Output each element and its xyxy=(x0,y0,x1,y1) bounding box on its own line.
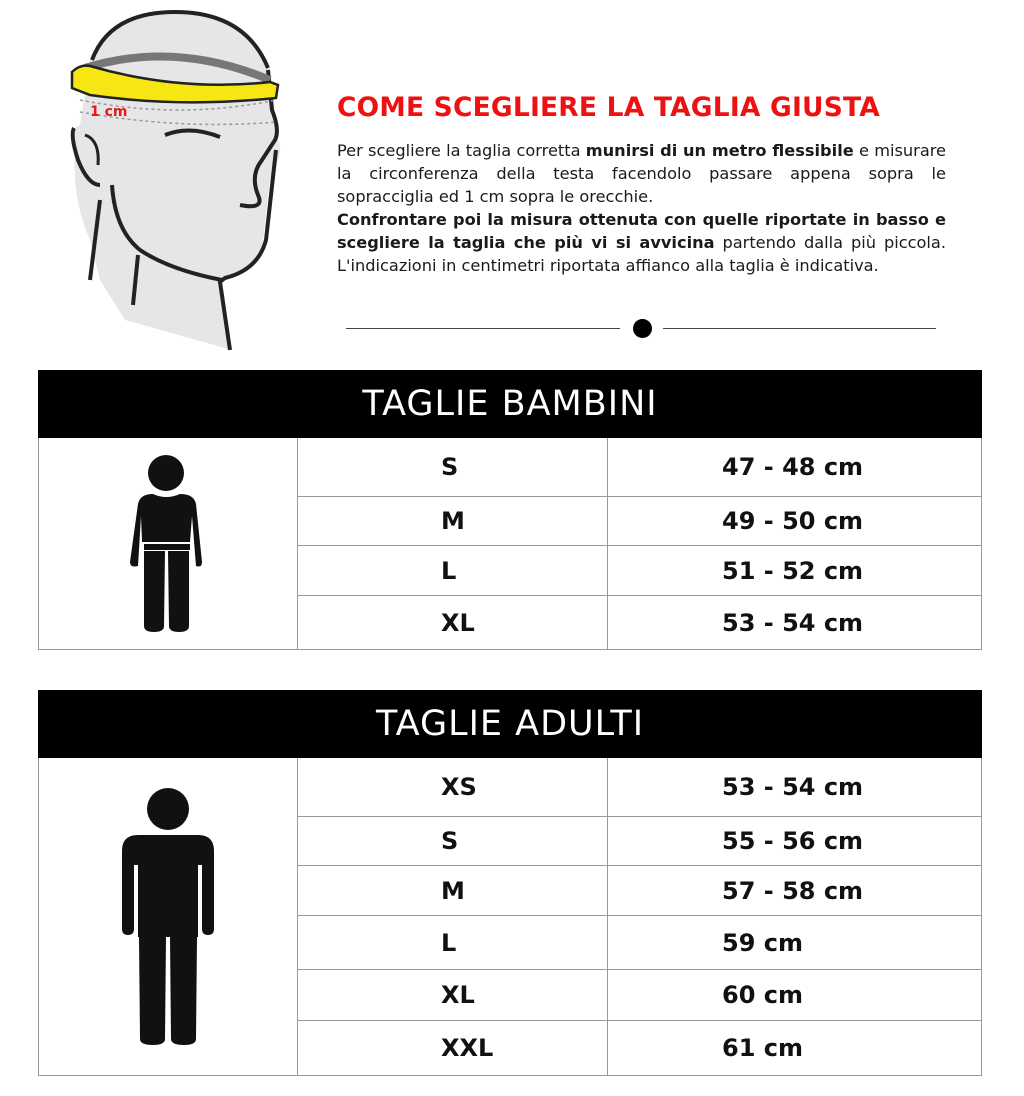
adults-figure-cell xyxy=(39,758,298,1075)
circumference-value: 53 - 54 cm xyxy=(722,773,864,801)
circumference-value: 47 - 48 cm xyxy=(722,453,864,481)
instruction-text: Per scegliere la taglia corretta xyxy=(337,141,586,160)
size-label: XXL xyxy=(297,1021,608,1075)
divider-dot xyxy=(633,319,652,338)
size-row: XL 60 cm xyxy=(297,970,981,1021)
size-row: XS 53 - 54 cm xyxy=(297,758,981,817)
size-label: XL xyxy=(297,596,608,649)
kids-table-title: TAGLIE BAMBINI xyxy=(38,370,982,438)
guide-title: COME SCEGLIERE LA TAGLIA GIUSTA xyxy=(337,92,880,123)
size-row: XXL 61 cm xyxy=(297,1021,981,1075)
size-row: L 59 cm xyxy=(297,916,981,970)
size-row: M 49 - 50 cm xyxy=(297,497,981,546)
kids-figure-cell xyxy=(39,438,298,649)
size-label: S xyxy=(297,438,608,496)
circumference-value: 51 - 52 cm xyxy=(722,556,864,585)
head-measurement-illustration: 1 cm xyxy=(70,9,281,351)
kids-size-table: TAGLIE BAMBINI S 47 - 48 cm M 49 - 50 cm L 51… xyxy=(38,370,982,650)
circumference-value: 55 - 56 cm xyxy=(722,827,864,855)
adults-table-title: TAGLIE ADULTI xyxy=(38,690,982,758)
child-figure-icon xyxy=(130,454,202,632)
size-label: XL xyxy=(297,970,608,1020)
size-row: M 57 - 58 cm xyxy=(297,866,981,916)
circumference-value: 61 cm xyxy=(722,1034,803,1062)
adults-size-table: TAGLIE ADULTI XS 53 - 54 cm S 55 - 56 cm M 57… xyxy=(38,690,982,1076)
divider-line-right xyxy=(663,328,936,329)
size-label: XS xyxy=(297,758,608,816)
instruction-text: partendo dalla più piccola. L'indicazion… xyxy=(337,233,946,275)
size-row: S 55 - 56 cm xyxy=(297,817,981,866)
size-row: L 51 - 52 cm xyxy=(297,546,981,596)
circumference-value: 49 - 50 cm xyxy=(722,507,864,535)
size-label: M xyxy=(297,497,608,545)
one-cm-label: 1 cm xyxy=(90,104,128,120)
size-label: M xyxy=(297,866,608,915)
instruction-text: e misurare la circonferenza della testa … xyxy=(337,141,946,206)
size-label: L xyxy=(297,916,608,969)
adult-figure-icon xyxy=(122,787,214,1045)
instruction-bold: Confrontare poi la misura ottenuta con q… xyxy=(337,210,946,252)
circumference-value: 59 cm xyxy=(722,928,803,957)
circumference-value: 60 cm xyxy=(722,981,803,1009)
size-label: L xyxy=(297,546,608,595)
circumference-value: 53 - 54 cm xyxy=(722,608,864,637)
size-label: S xyxy=(297,817,608,865)
divider-line-left xyxy=(346,328,620,329)
instruction-bold: munirsi di un metro flessibile xyxy=(585,141,854,160)
size-row: S 47 - 48 cm xyxy=(297,438,981,497)
guide-instructions: Per scegliere la taglia corretta munirsi… xyxy=(337,139,946,277)
size-row: XL 53 - 54 cm xyxy=(297,596,981,649)
circumference-value: 57 - 58 cm xyxy=(722,876,864,905)
